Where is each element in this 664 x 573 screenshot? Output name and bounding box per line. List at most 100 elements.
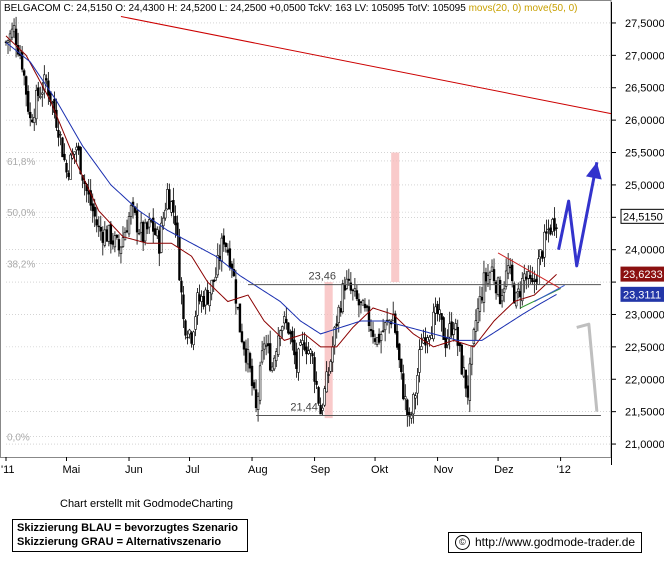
candle-body: [91, 203, 94, 212]
candle-body: [212, 279, 215, 283]
fib-label: 61,8%: [7, 157, 35, 168]
candle-body: [464, 369, 467, 389]
price-badge: [620, 286, 664, 302]
candle-body: [35, 90, 38, 120]
candle-body: [531, 278, 534, 283]
candle-body: [498, 279, 502, 304]
candle-body: [41, 92, 44, 95]
candle-body: [285, 318, 288, 324]
ma50-line: [5, 42, 557, 341]
candle-body: [158, 230, 161, 254]
candle-body: [216, 255, 219, 276]
candle-body: [468, 363, 472, 401]
candle-body: [232, 269, 236, 277]
y-tick-label: 27,5000: [625, 18, 664, 30]
candle-body: [383, 322, 387, 331]
candle-body: [515, 292, 518, 307]
candle-body: [143, 222, 147, 242]
candle-body: [416, 375, 419, 394]
candle-body: [230, 263, 234, 269]
candle-body: [492, 269, 496, 282]
candle-body: [256, 396, 260, 410]
y-tick-label: 26,0000: [625, 115, 664, 127]
grid-lines: [0, 0, 612, 458]
header-field: L: 24,2500: [219, 3, 269, 14]
candle-body: [113, 235, 117, 248]
candle-body: [448, 323, 451, 338]
candle-body: [442, 317, 445, 340]
candle-body: [482, 272, 486, 303]
candle-body: [129, 205, 133, 217]
fib-label: 0,0%: [7, 432, 30, 443]
candle-body: [12, 25, 16, 33]
candle-body: [99, 226, 102, 232]
candle-body: [24, 76, 28, 95]
candle-body: [180, 280, 183, 293]
candle-body: [555, 227, 558, 229]
x-tick-label: Nov: [434, 464, 454, 476]
candle-body: [460, 344, 463, 375]
candle-body: [333, 326, 336, 346]
candle-body: [533, 280, 536, 282]
x-tick-label: '12: [557, 464, 571, 476]
candle-body: [121, 237, 125, 247]
candle-body: [523, 273, 526, 282]
x-tick-label: Mai: [63, 464, 81, 476]
candle-body: [406, 399, 409, 416]
candle-body: [141, 221, 145, 243]
highlight-bands: [324, 152, 400, 419]
candle-body: [454, 323, 457, 330]
y-tick-label: 25,0000: [625, 180, 664, 192]
candle-body: [77, 145, 80, 151]
candle-body: [109, 223, 113, 245]
candle-body: [317, 387, 320, 404]
candle-body: [182, 294, 185, 320]
source-url-box[interactable]: © http://www.godmode-trader.de: [448, 532, 642, 553]
candle-body: [329, 361, 332, 372]
candle-body: [470, 345, 474, 365]
candle-body: [325, 371, 328, 393]
candle-body: [162, 217, 165, 227]
candle-body: [14, 28, 18, 46]
x-tick-label: '11: [1, 464, 15, 476]
candle-body: [248, 353, 252, 369]
header-field: TotV: 105095: [407, 3, 468, 14]
candle-body: [381, 330, 385, 332]
highlight-band: [324, 282, 333, 419]
candle-body: [341, 283, 344, 313]
header-field: move(50, 0): [524, 3, 577, 14]
x-tick-label: Sep: [311, 464, 331, 476]
x-tick-label: Okt: [371, 464, 388, 476]
source-url[interactable]: http://www.godmode-trader.de: [475, 535, 636, 549]
candle-body: [345, 278, 349, 289]
candle-body: [502, 288, 506, 293]
candle-body: [311, 353, 314, 357]
candle-body: [462, 367, 465, 377]
candle-body: [490, 266, 494, 272]
y-tick-label: 22,0000: [625, 374, 664, 386]
candle-body: [214, 276, 217, 281]
candle-body: [164, 209, 167, 219]
candle-body: [8, 33, 12, 42]
candle-body: [537, 258, 540, 285]
candle-body: [28, 111, 32, 119]
candle-body: [147, 219, 151, 228]
candle-body: [250, 365, 254, 386]
candle-body: [139, 222, 143, 233]
candle-body: [145, 222, 149, 230]
candle-body: [264, 345, 268, 347]
candle-body: [351, 289, 355, 292]
candle-body: [434, 306, 437, 314]
candle-body: [10, 28, 14, 38]
candle-body: [194, 316, 197, 330]
candle-body: [283, 316, 286, 324]
candle-body: [22, 70, 26, 76]
candle-body: [510, 264, 514, 282]
candle-body: [396, 331, 399, 348]
candle-body: [170, 201, 173, 213]
candle-body: [53, 98, 56, 113]
candle-body: [273, 357, 276, 370]
candle-body: [420, 346, 423, 350]
candle-body: [539, 249, 542, 258]
candle-body: [206, 290, 209, 305]
